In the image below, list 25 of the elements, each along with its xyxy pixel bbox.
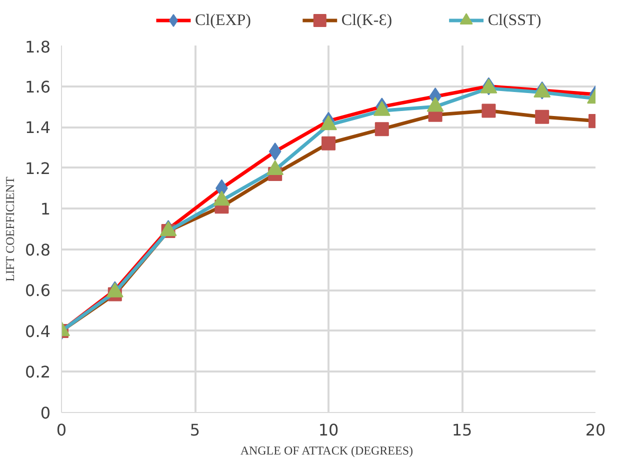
x-tick-label: 15: [452, 420, 472, 440]
point: [322, 136, 336, 150]
y-tick-label: 1.4: [25, 118, 51, 138]
legend-label: Cl(SST): [488, 12, 542, 29]
point: [268, 142, 282, 161]
x-tick-label: 20: [585, 420, 606, 440]
y-tick-label: 0.8: [25, 240, 51, 260]
point: [374, 122, 389, 136]
y-tick-label: 0: [40, 404, 51, 422]
y-tick-label: 1.2: [25, 158, 51, 178]
x-tick-label: 10: [318, 420, 339, 440]
legend-label: Cl(EXP): [195, 12, 251, 29]
y-tick-label: 1.6: [25, 77, 51, 96]
x-tick-label: 5: [190, 420, 200, 440]
y-axis-title: LIFT COEFFICIENT: [3, 176, 18, 282]
y-tick-label: 0.2: [25, 362, 51, 382]
y-tick-label: 1.8: [25, 38, 51, 56]
x-tick-label: 0: [56, 420, 67, 440]
point: [535, 110, 550, 124]
y-tick-label: 0.4: [25, 322, 51, 341]
y-tick-label: 0.6: [25, 281, 51, 300]
x-axis-title: ANGLE OF ATTACK (DEGREES): [240, 444, 414, 458]
legend-label: Cl(K-Ɛ): [341, 12, 392, 29]
y-tick-label: 1: [40, 200, 51, 219]
point: [482, 104, 496, 118]
